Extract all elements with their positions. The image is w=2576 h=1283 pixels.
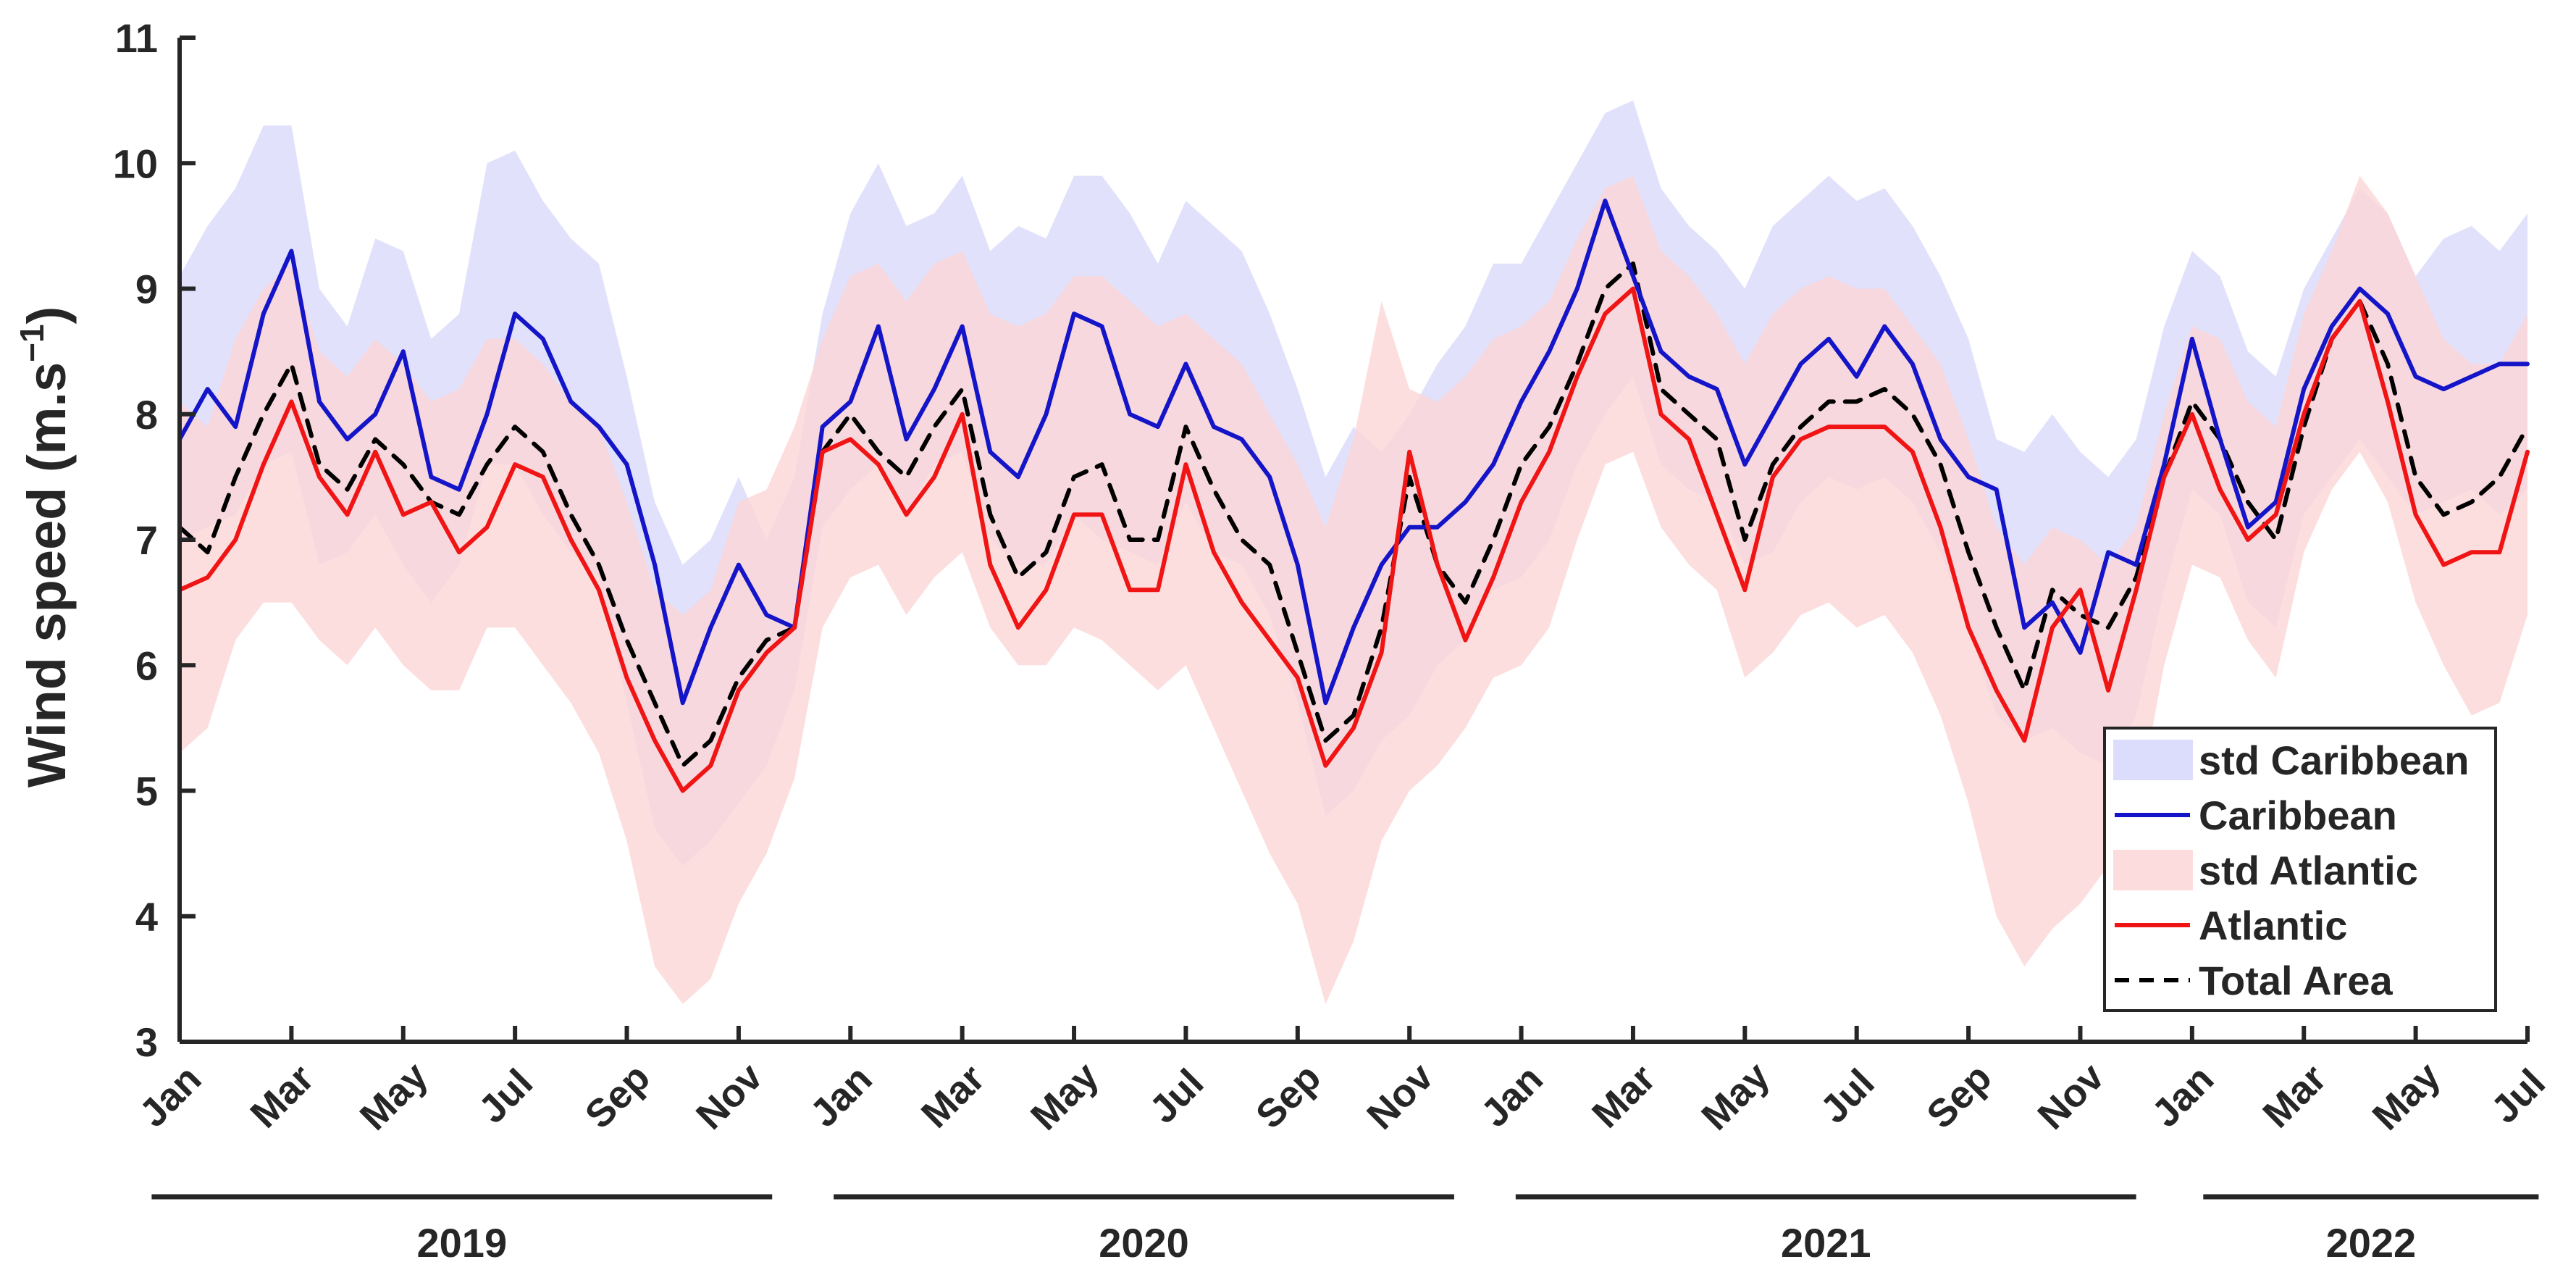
y-tick-label: 7: [135, 517, 158, 563]
year-label: 2019: [417, 1220, 508, 1266]
legend-label: Caribbean: [2199, 793, 2397, 838]
year-brackets: 2019 2020 2021 2022: [151, 1194, 2539, 1266]
x-tick-label: Mar: [913, 1056, 993, 1136]
x-tick-label: Sep: [1248, 1056, 1329, 1137]
y-tick-label: 8: [135, 392, 158, 438]
x-tick-label: May: [352, 1054, 437, 1139]
x-tick-label: May: [2365, 1054, 2449, 1139]
legend-swatch-patch: [2113, 740, 2193, 780]
x-tick-label: Sep: [1918, 1056, 2000, 1137]
y-axis-label-close: ): [17, 306, 77, 325]
x-tick-label: Jan: [2144, 1057, 2222, 1135]
y-tick-label: 3: [135, 1019, 158, 1065]
x-tick-label: Mar: [1584, 1056, 1664, 1136]
std-bands: [180, 100, 2527, 1005]
x-tick-label: Sep: [577, 1056, 658, 1137]
x-tick-label: Jul: [1812, 1061, 1883, 1132]
x-tick-label: May: [1023, 1054, 1107, 1139]
x-tick-label: Jul: [2483, 1061, 2554, 1132]
legend-label: std Caribbean: [2199, 737, 2469, 783]
series-line-total-area: [177, 261, 2530, 768]
y-axis-label-text: Wind speed (m.s: [17, 362, 77, 787]
year-label: 2022: [2326, 1220, 2417, 1266]
y-axis-label-sup: −1: [13, 324, 51, 362]
y-tick-label: 5: [135, 769, 158, 814]
x-tick-label: Jul: [471, 1061, 542, 1132]
x-tick-label: Mar: [2254, 1056, 2334, 1136]
legend-label: std Atlantic: [2199, 848, 2418, 893]
year-label: 2021: [1781, 1220, 1871, 1266]
legend: std Caribbean Caribbean std Atlantic Atlant…: [2103, 727, 2497, 1012]
y-tick-label: 4: [135, 894, 158, 940]
series-lines: [177, 198, 2530, 793]
x-tick-label: Jan: [131, 1057, 209, 1135]
x-tick-label: Jan: [1473, 1057, 1551, 1135]
x-tick-label: Nov: [688, 1055, 771, 1138]
y-tick-label: 11: [115, 15, 158, 61]
legend-label: Total Area: [2199, 958, 2393, 1003]
year-label: 2020: [1099, 1220, 1189, 1266]
y-tick-label: 6: [135, 643, 158, 688]
x-tick-label: Mar: [242, 1056, 322, 1136]
y-tick-label: 10: [113, 141, 158, 186]
x-tick-label: Nov: [2029, 1055, 2113, 1138]
series-line-atlantic: [177, 286, 2530, 793]
y-tick-label: 9: [135, 267, 158, 312]
band-std-atlantic: [180, 175, 2527, 1005]
y-axis-label: Wind speed (m.s−1): [13, 306, 77, 787]
x-tick-label: Nov: [1359, 1055, 1442, 1138]
series-line-caribbean: [177, 198, 2530, 706]
x-tick-label: Jan: [802, 1057, 880, 1135]
x-tick-label: Jul: [1141, 1061, 1212, 1132]
legend-swatch-patch: [2113, 850, 2193, 890]
legend-label: Atlantic: [2199, 903, 2347, 948]
x-tick-label: May: [1693, 1054, 1778, 1139]
